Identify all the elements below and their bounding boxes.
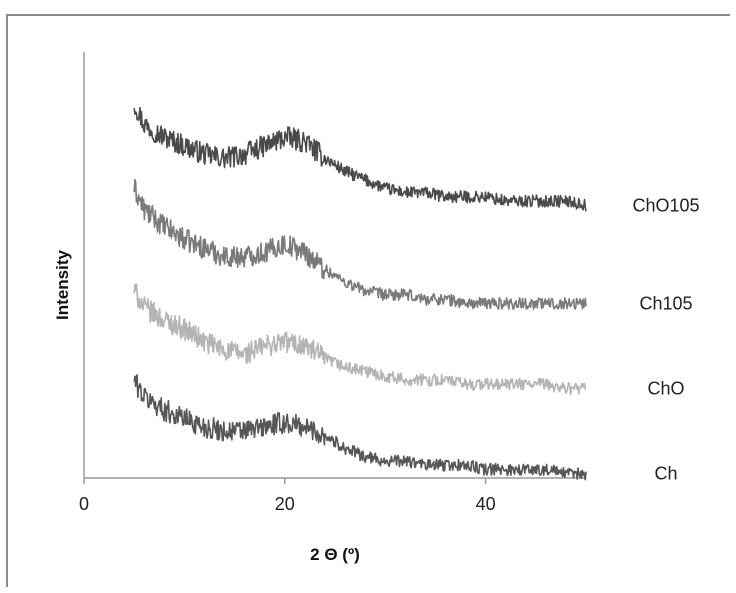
y-axis-title: Intensity bbox=[53, 250, 72, 320]
series-label-ch105: Ch105 bbox=[639, 293, 692, 313]
axes bbox=[83, 52, 586, 479]
series-line-cho105 bbox=[133, 106, 587, 212]
x-ticks: 0 20 40 bbox=[79, 478, 496, 514]
series-labels: ChO105 Ch105 ChO Ch bbox=[632, 195, 699, 483]
series-line-cho bbox=[133, 283, 587, 396]
x-tick-label: 40 bbox=[476, 494, 496, 514]
series-label-ch: Ch bbox=[654, 464, 677, 484]
series-group bbox=[133, 106, 587, 481]
x-axis-title: 2 Θ (º) bbox=[310, 545, 360, 564]
series-label-cho105: ChO105 bbox=[632, 195, 699, 215]
chart-frame bbox=[6, 14, 730, 587]
x-tick-label: 0 bbox=[79, 494, 89, 514]
series-line-ch105 bbox=[133, 178, 587, 310]
series-line-ch bbox=[133, 374, 587, 481]
series-label-cho: ChO bbox=[647, 379, 684, 399]
x-tick-label: 20 bbox=[275, 494, 295, 514]
